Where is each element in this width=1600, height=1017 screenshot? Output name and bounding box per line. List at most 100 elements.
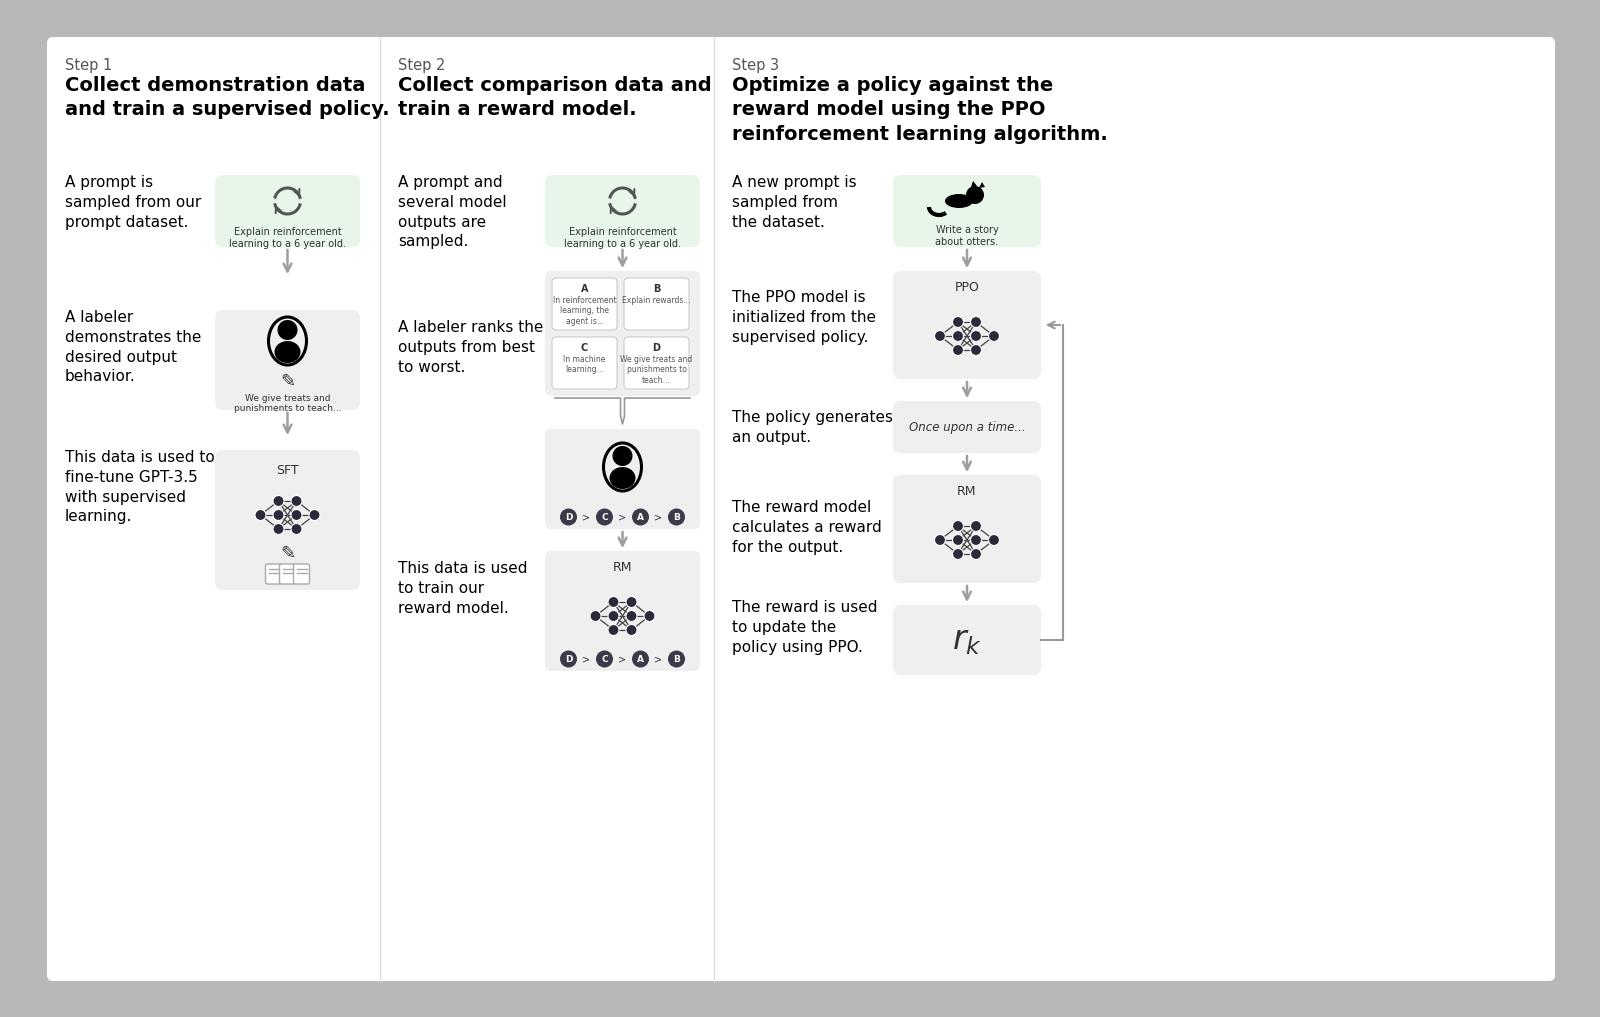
- Text: This data is used
to train our
reward model.: This data is used to train our reward mo…: [398, 561, 528, 615]
- Text: Step 3: Step 3: [733, 58, 779, 73]
- Circle shape: [952, 521, 963, 532]
- FancyBboxPatch shape: [546, 551, 701, 671]
- Text: A labeler
demonstrates the
desired output
behavior.: A labeler demonstrates the desired outpu…: [66, 310, 202, 384]
- FancyBboxPatch shape: [624, 337, 690, 388]
- Ellipse shape: [610, 467, 635, 489]
- Text: D: D: [565, 513, 573, 522]
- Text: RM: RM: [613, 561, 632, 574]
- Circle shape: [608, 610, 619, 621]
- Text: >: >: [654, 512, 662, 522]
- FancyBboxPatch shape: [46, 37, 1555, 981]
- Text: A: A: [637, 655, 643, 663]
- Text: Step 2: Step 2: [398, 58, 445, 73]
- Circle shape: [989, 331, 1000, 342]
- Text: We give treats and
punishments to teach...: We give treats and punishments to teach.…: [234, 394, 341, 413]
- FancyBboxPatch shape: [893, 605, 1042, 675]
- Circle shape: [291, 510, 302, 521]
- FancyBboxPatch shape: [893, 175, 1042, 247]
- Text: The PPO model is
initialized from the
supervised policy.: The PPO model is initialized from the su…: [733, 290, 877, 345]
- Text: Explain reinforcement
learning to a 6 year old.: Explain reinforcement learning to a 6 ye…: [229, 227, 346, 249]
- Text: C: C: [602, 655, 608, 663]
- FancyBboxPatch shape: [293, 564, 309, 584]
- Text: D: D: [565, 655, 573, 663]
- Circle shape: [560, 651, 578, 667]
- FancyBboxPatch shape: [552, 278, 618, 330]
- Text: Collect demonstration data
and train a supervised policy.: Collect demonstration data and train a s…: [66, 76, 390, 119]
- Text: C: C: [602, 513, 608, 522]
- Polygon shape: [971, 181, 978, 187]
- Circle shape: [669, 508, 685, 526]
- Circle shape: [971, 548, 981, 559]
- Circle shape: [595, 508, 613, 526]
- Circle shape: [626, 624, 637, 636]
- Circle shape: [274, 524, 285, 535]
- Circle shape: [590, 610, 602, 621]
- Circle shape: [274, 510, 285, 521]
- Text: >: >: [619, 654, 627, 664]
- Text: The reward model
calculates a reward
for the output.: The reward model calculates a reward for…: [733, 500, 882, 554]
- Circle shape: [952, 548, 963, 559]
- Circle shape: [643, 610, 654, 621]
- Text: In machine
learning...: In machine learning...: [563, 355, 606, 374]
- Text: Optimize a policy against the
reward model using the PPO
reinforcement learning : Optimize a policy against the reward mod…: [733, 76, 1107, 143]
- Text: B: B: [674, 513, 680, 522]
- FancyBboxPatch shape: [546, 175, 701, 247]
- Text: >: >: [582, 654, 590, 664]
- Circle shape: [560, 508, 578, 526]
- Circle shape: [952, 345, 963, 356]
- Circle shape: [632, 508, 650, 526]
- Text: RM: RM: [957, 485, 976, 498]
- Text: B: B: [674, 655, 680, 663]
- Circle shape: [669, 651, 685, 667]
- Circle shape: [613, 446, 632, 466]
- Text: A prompt and
several model
outputs are
sampled.: A prompt and several model outputs are s…: [398, 175, 507, 249]
- Text: Collect comparison data and
train a reward model.: Collect comparison data and train a rewa…: [398, 76, 712, 119]
- Text: A prompt is
sampled from our
prompt dataset.: A prompt is sampled from our prompt data…: [66, 175, 202, 230]
- Circle shape: [595, 651, 613, 667]
- Circle shape: [291, 524, 302, 535]
- Circle shape: [971, 345, 981, 356]
- Text: >: >: [582, 512, 590, 522]
- Text: >: >: [619, 512, 627, 522]
- Text: PPO: PPO: [955, 281, 979, 294]
- Circle shape: [626, 597, 637, 607]
- Circle shape: [934, 535, 946, 545]
- Polygon shape: [979, 182, 986, 188]
- FancyBboxPatch shape: [893, 271, 1042, 379]
- FancyBboxPatch shape: [214, 310, 360, 410]
- Circle shape: [626, 610, 637, 621]
- Circle shape: [952, 535, 963, 545]
- FancyBboxPatch shape: [552, 337, 618, 388]
- Ellipse shape: [275, 341, 301, 363]
- FancyBboxPatch shape: [214, 450, 360, 590]
- Circle shape: [632, 651, 650, 667]
- Circle shape: [966, 186, 984, 204]
- Text: Explain rewards...: Explain rewards...: [622, 296, 691, 305]
- Text: B: B: [653, 284, 661, 294]
- Text: The reward is used
to update the
policy using PPO.: The reward is used to update the policy …: [733, 600, 877, 655]
- Circle shape: [971, 316, 981, 327]
- Text: A labeler ranks the
outputs from best
to worst.: A labeler ranks the outputs from best to…: [398, 320, 544, 374]
- Text: >: >: [654, 654, 662, 664]
- Circle shape: [952, 331, 963, 342]
- Ellipse shape: [946, 194, 973, 208]
- Text: C: C: [581, 343, 589, 353]
- FancyBboxPatch shape: [266, 564, 282, 584]
- Circle shape: [608, 624, 619, 636]
- FancyBboxPatch shape: [280, 564, 296, 584]
- Circle shape: [989, 535, 1000, 545]
- Text: D: D: [653, 343, 661, 353]
- Text: The policy generates
an output.: The policy generates an output.: [733, 410, 893, 444]
- Text: We give treats and
punishments to
teach...: We give treats and punishments to teach.…: [621, 355, 693, 384]
- Text: A: A: [581, 284, 589, 294]
- FancyBboxPatch shape: [893, 401, 1042, 453]
- FancyBboxPatch shape: [624, 278, 690, 330]
- Text: This data is used to
fine-tune GPT-3.5
with supervised
learning.: This data is used to fine-tune GPT-3.5 w…: [66, 450, 214, 525]
- Text: Step 1: Step 1: [66, 58, 112, 73]
- FancyBboxPatch shape: [893, 475, 1042, 583]
- Circle shape: [274, 495, 285, 506]
- FancyBboxPatch shape: [546, 429, 701, 529]
- Text: Write a story
about otters.: Write a story about otters.: [936, 225, 998, 247]
- FancyBboxPatch shape: [214, 175, 360, 247]
- Text: A: A: [637, 513, 643, 522]
